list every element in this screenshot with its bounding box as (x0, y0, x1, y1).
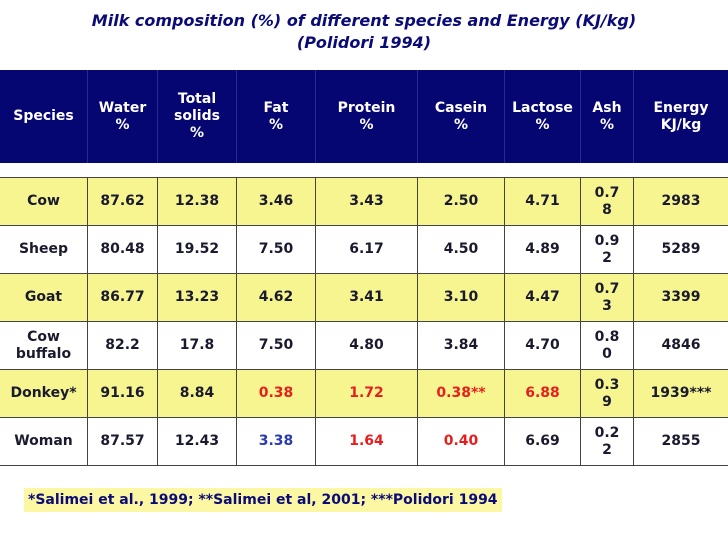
cell-energy: 2855 (661, 433, 701, 449)
header-energy: Energy KJ/kg (653, 99, 709, 133)
header-water: Water % (98, 99, 147, 133)
table-row: Goat 86.77 13.23 4.62 3.41 3.10 4.47 0.7 3 3399 (0, 273, 728, 321)
footnote: *Salimei et al., 1999; **Salimei et al, … (24, 488, 502, 512)
cell-water: 80.48 (100, 241, 145, 257)
cell-fat: 7.50 (258, 241, 294, 257)
cell-solids: 8.84 (179, 385, 215, 401)
cell-water: 86.77 (100, 289, 145, 305)
cell-energy: 3399 (661, 289, 701, 305)
cell-protein: 1.64 (349, 433, 384, 449)
table-row: Cow 87.62 12.38 3.46 3.43 2.50 4.71 0.7 8 2983 (0, 177, 728, 225)
cell-ash: 0.3 9 (594, 376, 620, 410)
table-row: Sheep 80.48 19.52 7.50 6.17 4.50 4.89 0.9 2 5289 (0, 225, 728, 273)
slide-title: Milk composition (%) of different specie… (0, 10, 728, 54)
cell-water: 82.2 (105, 337, 140, 353)
composition-table: Cow 87.62 12.38 3.46 3.43 2.50 4.71 0.7 8 2983 Sh… (0, 177, 728, 469)
cell-protein: 3.43 (349, 193, 384, 209)
cell-solids: 19.52 (174, 241, 220, 257)
cell-lactose: 6.69 (525, 433, 560, 449)
cell-casein: 3.84 (443, 337, 479, 353)
cell-casein: 2.50 (443, 193, 479, 209)
cell-protein: 3.41 (349, 289, 384, 305)
cell-energy: 2983 (661, 193, 701, 209)
cell-casein: 0.40 (443, 433, 479, 449)
cell-casein: 4.50 (443, 241, 479, 257)
cell-species: Goat (24, 289, 63, 305)
cell-protein: 1.72 (349, 385, 384, 401)
cell-lactose: 4.47 (525, 289, 560, 305)
cell-lactose: 4.89 (525, 241, 560, 257)
cell-solids: 12.43 (174, 433, 220, 449)
cell-casein: 3.10 (443, 289, 479, 305)
cell-casein: 0.38** (436, 385, 486, 401)
cell-fat: 3.46 (258, 193, 294, 209)
table-row: Cow buffalo 82.2 17.8 7.50 4.80 3.84 4.70 0.8 0… (0, 321, 728, 369)
cell-species: Woman (14, 433, 73, 449)
header-casein: Casein % (434, 99, 488, 133)
header-ash: Ash % (592, 99, 622, 133)
cell-species: Cow (27, 193, 60, 209)
cell-fat: 0.38 (258, 385, 294, 401)
header-lactose: Lactose % (512, 99, 573, 133)
cell-energy: 5289 (661, 241, 701, 257)
table-row: Woman 87.57 12.43 3.38 1.64 0.40 6.69 0.2 2 2855 (0, 417, 728, 466)
header-fat: Fat % (263, 99, 289, 133)
header-protein: Protein % (337, 99, 396, 133)
cell-protein: 6.17 (349, 241, 384, 257)
cell-fat: 3.38 (258, 433, 294, 449)
cell-solids: 13.23 (174, 289, 220, 305)
cell-species: Cow buffalo (15, 328, 72, 362)
cell-protein: 4.80 (349, 337, 384, 353)
cell-lactose: 6.88 (525, 385, 560, 401)
cell-fat: 7.50 (258, 337, 294, 353)
cell-energy: 1939*** (650, 385, 712, 401)
cell-ash: 0.2 2 (594, 424, 620, 458)
cell-species: Sheep (18, 241, 69, 257)
cell-ash: 0.9 2 (594, 232, 620, 266)
table-row: Donkey* 91.16 8.84 0.38 1.72 0.38** 6.88 0.3 9 1… (0, 369, 728, 417)
header-total-solids: Total solids % (174, 91, 220, 141)
cell-energy: 4846 (661, 337, 701, 353)
cell-ash: 0.7 8 (594, 184, 620, 218)
table-header: Species Water % Total solids % Fat % Pro… (0, 70, 728, 163)
cell-species: Donkey* (10, 385, 77, 401)
cell-solids: 17.8 (179, 337, 215, 353)
header-species: Species (13, 108, 74, 124)
cell-ash: 0.8 0 (594, 328, 620, 362)
cell-water: 87.57 (100, 433, 145, 449)
cell-lactose: 4.71 (525, 193, 560, 209)
cell-solids: 12.38 (174, 193, 220, 209)
cell-water: 87.62 (100, 193, 145, 209)
cell-water: 91.16 (100, 385, 145, 401)
cell-ash: 0.7 3 (594, 280, 620, 314)
title-line-2: (Polidori 1994) (296, 33, 432, 52)
cell-fat: 4.62 (258, 289, 294, 305)
cell-lactose: 4.70 (525, 337, 560, 353)
title-line-1: Milk composition (%) of different specie… (91, 11, 637, 30)
